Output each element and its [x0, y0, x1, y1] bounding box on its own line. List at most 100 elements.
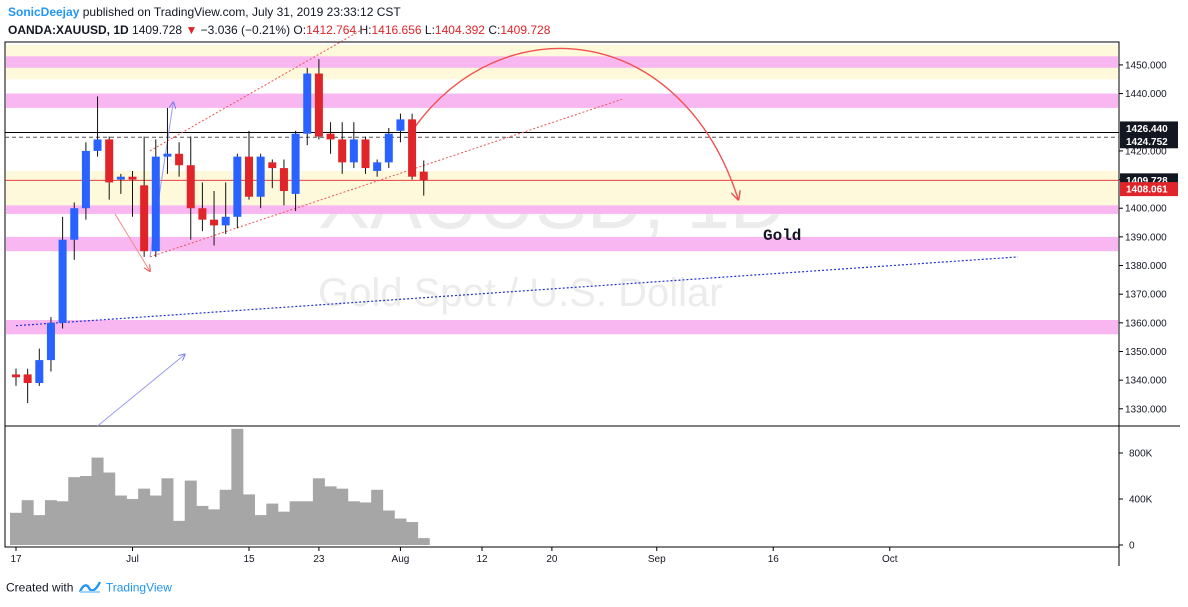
candle-body: [140, 185, 149, 252]
open-value: 1412.764: [306, 23, 357, 37]
y-tick-label: 1440.000: [1125, 89, 1167, 100]
volume-bar: [324, 486, 337, 545]
volume-bar: [79, 476, 92, 545]
volume-bar: [289, 501, 302, 545]
candle-body: [279, 168, 288, 192]
volume-axis: 0 400K 800K: [1119, 449, 1153, 552]
y-tick-label: 1350.000: [1125, 347, 1167, 358]
candle-body: [58, 239, 67, 323]
candle: [35, 348, 44, 386]
high-value: 1416.656: [371, 23, 422, 37]
candle: [186, 136, 195, 240]
volume-bars: [10, 428, 430, 545]
volume-bar: [138, 488, 151, 545]
tradingview-logo-icon: [78, 580, 101, 597]
price-tag-box: [1120, 182, 1178, 197]
zone-pink: [6, 236, 1118, 252]
y-tick-label: 1420.000: [1125, 146, 1167, 157]
volume-bar: [21, 500, 34, 545]
candle: [373, 159, 382, 177]
x-tick-label: 23: [313, 554, 325, 565]
open-label: O:: [293, 23, 307, 37]
zone-pink: [6, 93, 1118, 108]
candle-body: [35, 360, 44, 384]
candle: [396, 113, 405, 143]
x-tick-label: 16: [768, 554, 780, 565]
volume-bar: [371, 489, 384, 545]
high-label: H:: [359, 23, 372, 37]
volume-bar: [219, 489, 232, 545]
publish-header: SonicDeejay published on TradingView.com…: [8, 5, 401, 19]
candle-body: [373, 162, 382, 171]
volume-bar: [301, 501, 314, 545]
y-tick-label: 1340.000: [1125, 376, 1167, 387]
low-label: L:: [424, 23, 435, 37]
volume-bar: [91, 457, 104, 545]
annotation-gold: Gold: [763, 227, 801, 245]
volume-bar: [184, 480, 197, 545]
candle-body: [12, 374, 20, 378]
volume-bar: [336, 488, 349, 545]
x-tick-label: 12: [476, 554, 488, 565]
zones: [6, 44, 1118, 335]
candle-body: [198, 208, 207, 220]
candle-body: [256, 156, 265, 197]
close-value: 1409.728: [500, 23, 551, 37]
x-tick-label: 20: [546, 554, 558, 565]
candle-body: [303, 73, 312, 134]
candle: [338, 122, 347, 174]
symbol-header: OANDA:XAUUSD, 1D 1409.728 ▼ −3.036 (−0.2…: [8, 23, 550, 37]
price-tag-box: [1120, 121, 1178, 136]
candle: [58, 216, 67, 329]
x-tick-label: 15: [243, 554, 255, 565]
candle-body: [46, 322, 55, 361]
volume-tick-label: 400K: [1129, 495, 1153, 506]
candle: [256, 153, 265, 209]
candle-body: [105, 139, 114, 183]
candle: [81, 142, 90, 220]
drawing-support: [15, 256, 1018, 327]
candle: [245, 130, 253, 200]
x-tick-label: Jul: [126, 554, 139, 565]
volume-bar: [266, 503, 279, 545]
candle-body: [361, 139, 370, 169]
y-tick-label: 1450.000: [1125, 60, 1167, 71]
candle: [23, 368, 32, 404]
candle: [326, 122, 335, 154]
y-tick-label: 1400.000: [1125, 204, 1167, 215]
candle: [384, 127, 393, 169]
candle-body: [349, 139, 358, 163]
candle-body: [245, 156, 253, 197]
volume-bar: [417, 538, 430, 545]
candle: [12, 368, 20, 386]
y-tick-label: 1390.000: [1125, 232, 1167, 243]
volume-bar: [126, 499, 139, 545]
author-link[interactable]: SonicDeejay: [8, 5, 80, 19]
candle-body: [210, 219, 219, 226]
volume-bar: [33, 515, 46, 545]
volume-bar: [312, 478, 325, 545]
volume-bar: [196, 505, 209, 545]
candle-body: [116, 176, 125, 180]
time-axis[interactable]: 17 Jul 15 23 Aug 12 20 Sep 16 Oct: [10, 547, 898, 565]
volume-bar: [56, 501, 69, 545]
volume-bar: [231, 428, 244, 545]
candle: [361, 136, 370, 174]
x-tick-label: Oct: [882, 554, 898, 565]
low-value: 1404.392: [434, 23, 485, 37]
candle: [408, 113, 417, 180]
candle-body: [128, 176, 137, 180]
candle-body: [396, 119, 405, 131]
candle: [70, 202, 79, 260]
volume-bar: [173, 520, 186, 545]
watermark-description: Gold Spot / U.S. Dollar: [318, 271, 723, 315]
candle: [116, 173, 125, 194]
volume-tick-label: 800K: [1129, 449, 1153, 460]
price-axis[interactable]: 1330.000 1340.000 1350.000 1360.000 1370.000…: [1119, 60, 1167, 415]
candle: [314, 59, 323, 140]
volume-bar: [103, 472, 116, 545]
candle-body: [81, 150, 90, 209]
candle-body: [186, 165, 195, 209]
tradingview-link[interactable]: TradingView: [105, 580, 172, 595]
